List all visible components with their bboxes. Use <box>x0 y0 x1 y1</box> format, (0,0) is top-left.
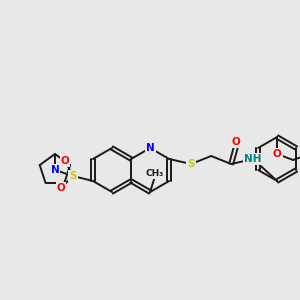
Text: O: O <box>232 137 241 147</box>
Text: O: O <box>61 156 69 166</box>
Text: S: S <box>69 171 77 181</box>
Text: CH₃: CH₃ <box>146 169 164 178</box>
Text: NH: NH <box>244 154 262 164</box>
Text: N: N <box>146 143 154 153</box>
Text: S: S <box>188 159 195 169</box>
Text: O: O <box>57 183 65 193</box>
Text: N: N <box>51 165 59 175</box>
Text: O: O <box>273 149 281 159</box>
